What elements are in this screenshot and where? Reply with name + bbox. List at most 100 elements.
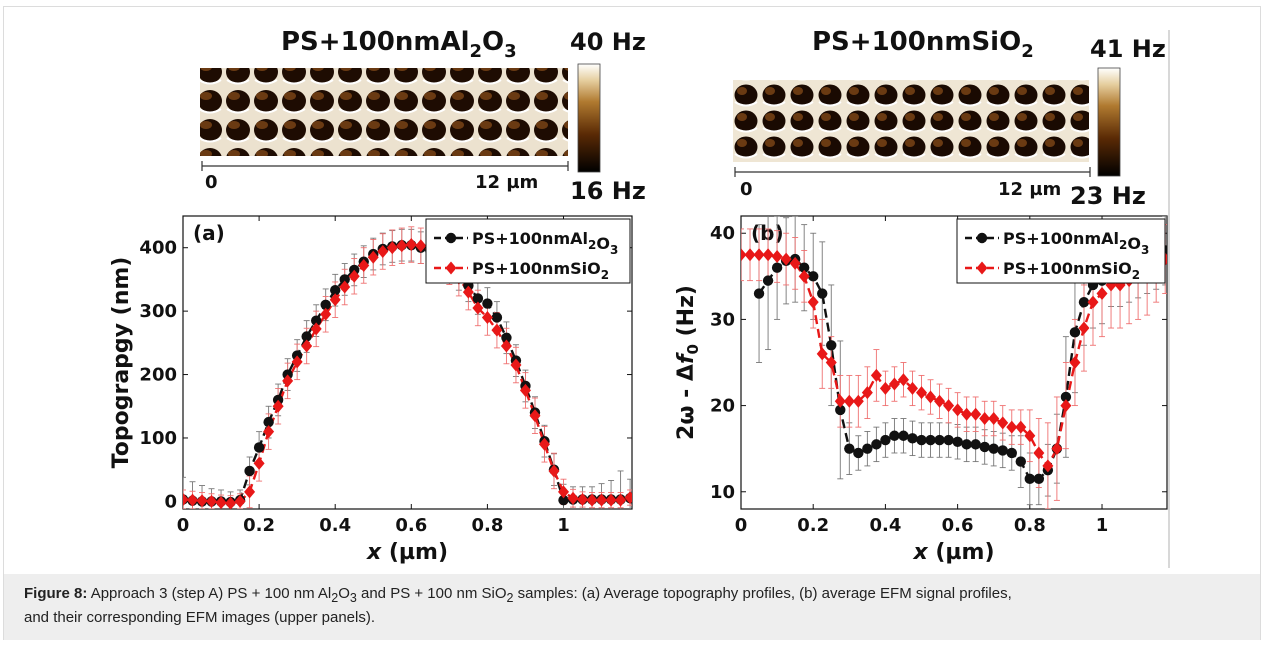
legend-label-part: PS+100nm — [472, 259, 570, 278]
data-point — [916, 434, 927, 446]
data-point — [291, 355, 303, 369]
data-point — [970, 407, 982, 421]
data-point — [481, 310, 493, 324]
x-tick-label: 0 — [735, 515, 748, 536]
data-point — [934, 394, 946, 408]
data-point — [835, 404, 846, 416]
data-point — [310, 315, 322, 326]
data-point — [472, 301, 484, 315]
y-tick-label: 0 — [164, 491, 177, 512]
legend-label-sub: 2 — [1119, 238, 1127, 252]
data-point — [501, 332, 512, 343]
x-tick-label: 1 — [557, 515, 570, 536]
legend-label-sub: 2 — [1132, 268, 1140, 282]
data-point — [1024, 473, 1036, 485]
data-point — [934, 434, 945, 446]
legend-label-sub: 3 — [610, 243, 618, 257]
data-point — [979, 412, 991, 426]
data-point — [741, 248, 747, 262]
scale-start-al2o3: 0 — [205, 172, 218, 193]
data-point — [952, 436, 963, 447]
legend-label-sub: 2 — [601, 268, 609, 282]
legend-label-part: SiO — [1101, 259, 1132, 278]
legend-marker — [976, 261, 988, 275]
data-point — [970, 439, 981, 450]
figure-canvas: PS+100nmAl2O3 40 Hz 16 Hz 0 12 µm PS+100… — [109, 27, 1170, 568]
data-point — [491, 312, 503, 323]
legend-label-part: PS+100nm — [472, 229, 570, 248]
data-point — [753, 288, 765, 299]
legend-label-part: PS+100nm — [1003, 259, 1101, 278]
data-point — [1060, 399, 1072, 413]
data-point — [852, 394, 864, 408]
data-point — [482, 298, 493, 309]
data-point — [586, 493, 598, 507]
data-point — [762, 248, 774, 262]
data-point — [1015, 420, 1027, 434]
data-point — [329, 293, 341, 307]
caption-sub: 3 — [349, 591, 357, 605]
data-point — [348, 269, 360, 283]
data-point — [861, 386, 873, 400]
caption-text-4: samples: (a) Average topography profiles… — [513, 585, 1012, 602]
data-point — [817, 288, 828, 299]
scale-end-sio2: 12 µm — [998, 179, 1061, 200]
x-tick-label: 0.4 — [319, 515, 351, 536]
x-tick-label: 0.6 — [942, 515, 974, 536]
data-point — [1060, 391, 1072, 403]
colorbar-max-sio2: 41 Hz — [1090, 35, 1166, 63]
data-point — [862, 443, 873, 454]
data-point — [780, 252, 792, 266]
data-point — [889, 430, 900, 441]
data-point — [301, 331, 312, 342]
data-point — [615, 493, 627, 507]
data-point — [880, 434, 891, 446]
scale-end-al2o3: 12 µm — [475, 172, 538, 193]
data-point — [1006, 420, 1018, 434]
data-point — [187, 493, 199, 507]
data-point — [1078, 296, 1090, 308]
data-point — [961, 407, 973, 421]
data-point — [577, 492, 589, 506]
data-point — [816, 347, 828, 361]
legend-marker — [445, 232, 457, 244]
legend-label-part: Al — [570, 229, 588, 248]
data-point — [320, 307, 332, 321]
legend-box — [425, 218, 631, 284]
data-point — [558, 494, 569, 506]
data-point — [1024, 429, 1036, 443]
data-point — [529, 409, 541, 423]
efm-image-sio2-group: PS+100nmSiO2 41 Hz 23 Hz 0 12 µm — [733, 27, 1166, 210]
data-point — [500, 339, 512, 353]
data-point — [798, 262, 810, 273]
data-point — [771, 262, 783, 273]
legend-label: PS+100nmAl2O3 — [1003, 229, 1149, 257]
x-axis-label: x (µm) — [366, 540, 448, 565]
data-point — [253, 456, 265, 470]
data-point — [396, 239, 408, 253]
data-point — [253, 442, 265, 453]
data-point — [405, 238, 417, 252]
y-axis-label-f: f — [674, 352, 699, 364]
legend-box — [956, 218, 1166, 284]
data-point — [263, 425, 275, 439]
data-point — [1051, 442, 1063, 456]
x-tick-label: 0.4 — [869, 515, 901, 536]
image-title-sio2: PS+100nmSiO2 — [812, 27, 1034, 62]
axes-box — [182, 215, 633, 510]
legend-label-sub: 2 — [588, 238, 596, 252]
data-point — [624, 491, 632, 505]
data-point — [244, 465, 255, 477]
data-point — [1033, 446, 1045, 460]
x-axis-label-unit: (µm) — [928, 540, 995, 565]
data-point — [367, 250, 379, 264]
data-point — [853, 447, 864, 459]
legend-label: PS+100nmAl2O3 — [472, 229, 618, 257]
data-point — [605, 493, 617, 507]
x-axis-label: x (µm) — [912, 540, 994, 565]
plot-topography: 0 0.2 0.4 0.6 0.8 1 0 100 200 300 400 x (µm) Topogra… — [109, 215, 633, 565]
data-point — [898, 430, 909, 441]
legend-label-part: Al — [1101, 229, 1119, 248]
x-axis-label-unit: (µm) — [381, 540, 448, 565]
